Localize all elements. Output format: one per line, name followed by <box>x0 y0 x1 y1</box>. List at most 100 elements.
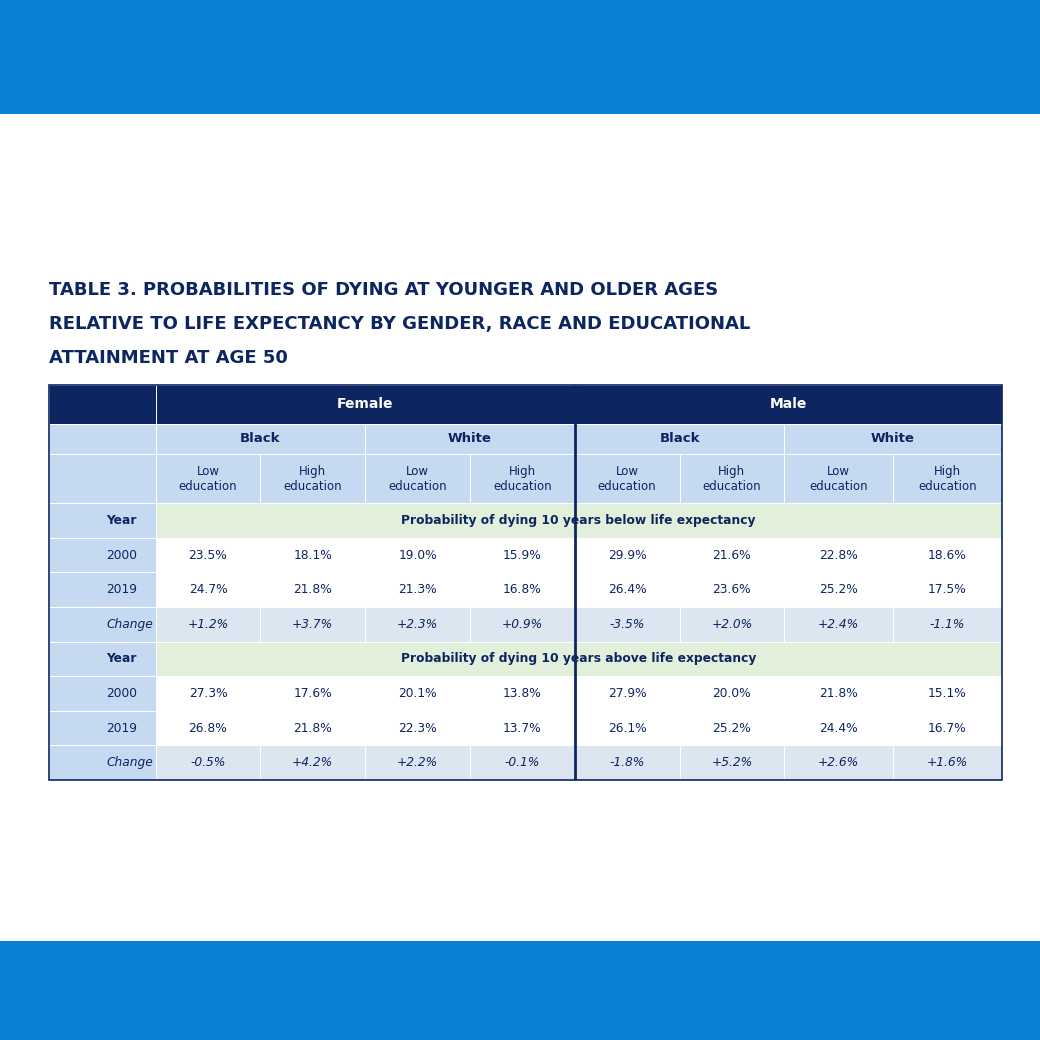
Bar <box>365 423 575 454</box>
Bar <box>784 710 893 746</box>
Bar <box>49 676 156 710</box>
Bar <box>156 607 260 642</box>
Text: +2.6%: +2.6% <box>818 756 859 770</box>
Text: Low
education: Low education <box>179 465 237 493</box>
Bar <box>575 607 679 642</box>
Text: 21.8%: 21.8% <box>820 687 858 700</box>
Text: 20.0%: 20.0% <box>712 687 751 700</box>
Bar <box>260 710 365 746</box>
Bar <box>0 114 1040 941</box>
Bar <box>260 607 365 642</box>
Text: +2.0%: +2.0% <box>711 618 753 631</box>
Bar <box>365 710 470 746</box>
Bar <box>470 676 575 710</box>
Text: 19.0%: 19.0% <box>398 548 437 562</box>
Bar <box>470 572 575 607</box>
Text: 21.8%: 21.8% <box>293 722 332 734</box>
Text: RELATIVE TO LIFE EXPECTANCY BY GENDER, RACE AND EDUCATIONAL: RELATIVE TO LIFE EXPECTANCY BY GENDER, R… <box>49 315 750 333</box>
Bar <box>260 538 365 572</box>
Text: Black: Black <box>659 433 700 445</box>
Bar <box>49 746 156 780</box>
Bar <box>893 710 1002 746</box>
Text: 20.1%: 20.1% <box>398 687 437 700</box>
Text: 24.7%: 24.7% <box>188 583 228 596</box>
Bar <box>156 503 1002 538</box>
Text: 13.7%: 13.7% <box>503 722 542 734</box>
Bar <box>679 676 784 710</box>
Text: 18.1%: 18.1% <box>293 548 332 562</box>
Bar <box>260 454 365 503</box>
Bar <box>156 385 575 423</box>
Bar <box>575 746 679 780</box>
Text: +5.2%: +5.2% <box>711 756 753 770</box>
Text: +2.4%: +2.4% <box>818 618 859 631</box>
Text: Low
education: Low education <box>388 465 447 493</box>
Bar <box>260 746 365 780</box>
Bar <box>49 710 156 746</box>
Text: 26.8%: 26.8% <box>188 722 228 734</box>
Text: -1.1%: -1.1% <box>930 618 965 631</box>
Text: +3.7%: +3.7% <box>292 618 334 631</box>
Text: +1.6%: +1.6% <box>927 756 968 770</box>
Bar <box>49 538 156 572</box>
Text: -3.5%: -3.5% <box>609 618 645 631</box>
Text: High
education: High education <box>703 465 761 493</box>
Text: +2.3%: +2.3% <box>397 618 438 631</box>
Bar <box>575 676 679 710</box>
Bar <box>156 423 365 454</box>
Text: 24.4%: 24.4% <box>820 722 858 734</box>
Bar <box>365 572 470 607</box>
Bar <box>0 0 1040 114</box>
Text: 25.2%: 25.2% <box>712 722 751 734</box>
Text: Change: Change <box>106 756 153 770</box>
Bar <box>575 572 679 607</box>
Text: 15.1%: 15.1% <box>928 687 966 700</box>
Bar <box>575 423 784 454</box>
Text: Low
education: Low education <box>809 465 868 493</box>
Text: 29.9%: 29.9% <box>607 548 647 562</box>
Bar <box>784 676 893 710</box>
Bar <box>893 746 1002 780</box>
Text: 23.6%: 23.6% <box>712 583 751 596</box>
Text: Female: Female <box>337 397 393 411</box>
Text: 13.8%: 13.8% <box>503 687 542 700</box>
Text: White: White <box>448 433 492 445</box>
Bar <box>0 941 1040 1040</box>
Bar <box>575 385 1002 423</box>
Text: 21.8%: 21.8% <box>293 583 332 596</box>
Text: 26.1%: 26.1% <box>607 722 647 734</box>
Text: -0.1%: -0.1% <box>504 756 540 770</box>
Text: 2019: 2019 <box>106 583 137 596</box>
Bar <box>893 607 1002 642</box>
Bar <box>679 454 784 503</box>
Text: -1.8%: -1.8% <box>609 756 645 770</box>
Bar <box>679 746 784 780</box>
Text: Year: Year <box>106 652 136 666</box>
Text: 27.9%: 27.9% <box>607 687 647 700</box>
Text: 15.9%: 15.9% <box>503 548 542 562</box>
Bar <box>470 454 575 503</box>
Bar <box>893 454 1002 503</box>
Bar <box>156 572 260 607</box>
Text: +0.9%: +0.9% <box>501 618 543 631</box>
Text: High
education: High education <box>284 465 342 493</box>
Bar <box>156 710 260 746</box>
Text: 2019: 2019 <box>106 722 137 734</box>
Bar <box>49 385 156 423</box>
Bar <box>784 746 893 780</box>
Bar <box>365 676 470 710</box>
Text: 27.3%: 27.3% <box>188 687 228 700</box>
Text: Probability of dying 10 years above life expectancy: Probability of dying 10 years above life… <box>400 652 756 666</box>
Bar <box>470 607 575 642</box>
Bar <box>470 538 575 572</box>
Text: TABLE 3. PROBABILITIES OF DYING AT YOUNGER AND OLDER AGES: TABLE 3. PROBABILITIES OF DYING AT YOUNG… <box>49 281 719 298</box>
Text: 21.3%: 21.3% <box>398 583 437 596</box>
Text: Low
education: Low education <box>598 465 656 493</box>
Bar <box>365 607 470 642</box>
Bar <box>365 454 470 503</box>
Text: 23.5%: 23.5% <box>188 548 228 562</box>
Bar <box>49 385 1002 780</box>
Bar <box>575 454 679 503</box>
Bar <box>365 538 470 572</box>
Bar <box>784 454 893 503</box>
